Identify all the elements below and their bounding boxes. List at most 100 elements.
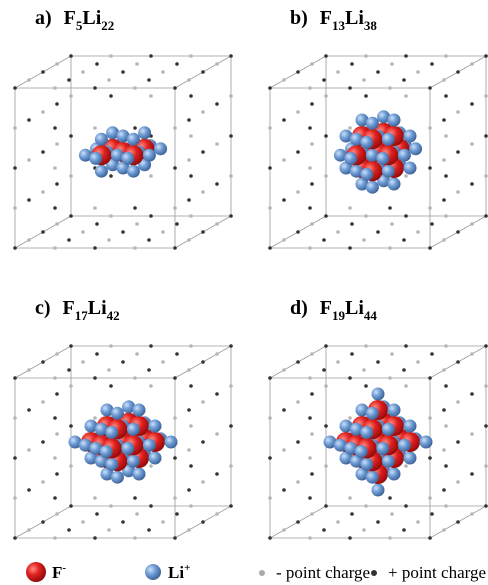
lithium-ion (149, 452, 162, 465)
lithium-ion (398, 149, 411, 162)
legend-positive-charge: + point charge (388, 563, 486, 582)
point-charge (470, 392, 474, 396)
point-charge (149, 384, 153, 388)
point-charge (388, 536, 392, 540)
point-charge (362, 78, 366, 82)
point-charge (364, 94, 368, 98)
point-charge (27, 368, 31, 372)
point-charge (296, 110, 300, 114)
point-charge (308, 206, 312, 210)
point-charge (310, 102, 314, 106)
panel-label: c) (35, 297, 51, 319)
point-charge (268, 166, 272, 170)
point-charge (133, 496, 137, 500)
point-charge (109, 344, 113, 348)
point-charge (308, 376, 312, 380)
point-charge (282, 78, 286, 82)
point-charge (215, 222, 219, 226)
point-charge (55, 392, 59, 396)
point-charge (308, 246, 312, 250)
point-charge (133, 246, 137, 250)
point-charge (215, 62, 219, 66)
point-charge (456, 520, 460, 524)
point-charge (53, 166, 57, 170)
lithium-ion (420, 436, 433, 449)
point-charge (41, 190, 45, 194)
point-charge (310, 182, 314, 186)
point-charge (416, 230, 420, 234)
point-charge (229, 464, 233, 468)
point-charge (308, 416, 312, 420)
point-charge (41, 110, 45, 114)
point-charge (308, 126, 312, 130)
point-charge (55, 142, 59, 146)
point-charge (109, 214, 113, 218)
lithium-ion (127, 423, 140, 436)
point-charge (95, 352, 99, 356)
point-charge (135, 222, 139, 226)
point-charge (135, 352, 139, 356)
point-charge (282, 448, 286, 452)
point-charge (53, 246, 57, 250)
point-charge (67, 368, 71, 372)
point-charge (13, 536, 17, 540)
point-charge (336, 360, 340, 364)
lithium-ion (366, 117, 379, 130)
point-charge (93, 206, 97, 210)
point-charge (187, 198, 191, 202)
point-charge (173, 126, 177, 130)
point-charge (444, 134, 448, 138)
point-charge (404, 214, 408, 218)
point-charge (53, 376, 57, 380)
point-charge (348, 206, 352, 210)
point-charge (27, 448, 31, 452)
point-charge (348, 126, 352, 130)
point-charge (215, 512, 219, 516)
point-charge (456, 150, 460, 154)
point-charge (364, 344, 368, 348)
point-charge (229, 214, 233, 218)
point-charge (348, 536, 352, 540)
panel-label: a) (35, 7, 52, 29)
point-charge (229, 344, 233, 348)
point-charge (470, 512, 474, 516)
point-charge (282, 368, 286, 372)
lithium-ion (404, 452, 417, 465)
point-charge (109, 504, 113, 508)
point-charge (173, 536, 177, 540)
lithium-ion (143, 439, 156, 452)
point-charge (53, 126, 57, 130)
element-symbol: Li (88, 297, 107, 319)
point-charge (189, 504, 193, 508)
lithium-ion (388, 404, 401, 417)
point-charge (53, 416, 57, 420)
point-charge (41, 480, 45, 484)
point-charge (442, 78, 446, 82)
point-charge (149, 214, 153, 218)
point-charge (268, 456, 272, 460)
point-charge (444, 464, 448, 468)
point-charge (201, 190, 205, 194)
point-charge (109, 174, 113, 178)
point-charge (81, 520, 85, 524)
lithium-ion (138, 126, 151, 139)
point-charge (27, 198, 31, 202)
point-charge (428, 206, 432, 210)
point-charge (324, 504, 328, 508)
point-charge (53, 536, 57, 540)
point-charge (404, 384, 408, 388)
element-count: 22 (101, 18, 114, 33)
point-charge (133, 536, 137, 540)
point-charge (308, 166, 312, 170)
point-charge (93, 126, 97, 130)
lithium-ion (382, 423, 395, 436)
point-charge (282, 488, 286, 492)
point-charge (189, 214, 193, 218)
point-charge (215, 182, 219, 186)
legend-negative-charge: - point charge (276, 563, 370, 582)
point-charge (69, 174, 73, 178)
point-charge (109, 94, 113, 98)
lithium-ion (404, 130, 417, 143)
point-charge (27, 118, 31, 122)
element-symbol: Li (345, 7, 364, 29)
